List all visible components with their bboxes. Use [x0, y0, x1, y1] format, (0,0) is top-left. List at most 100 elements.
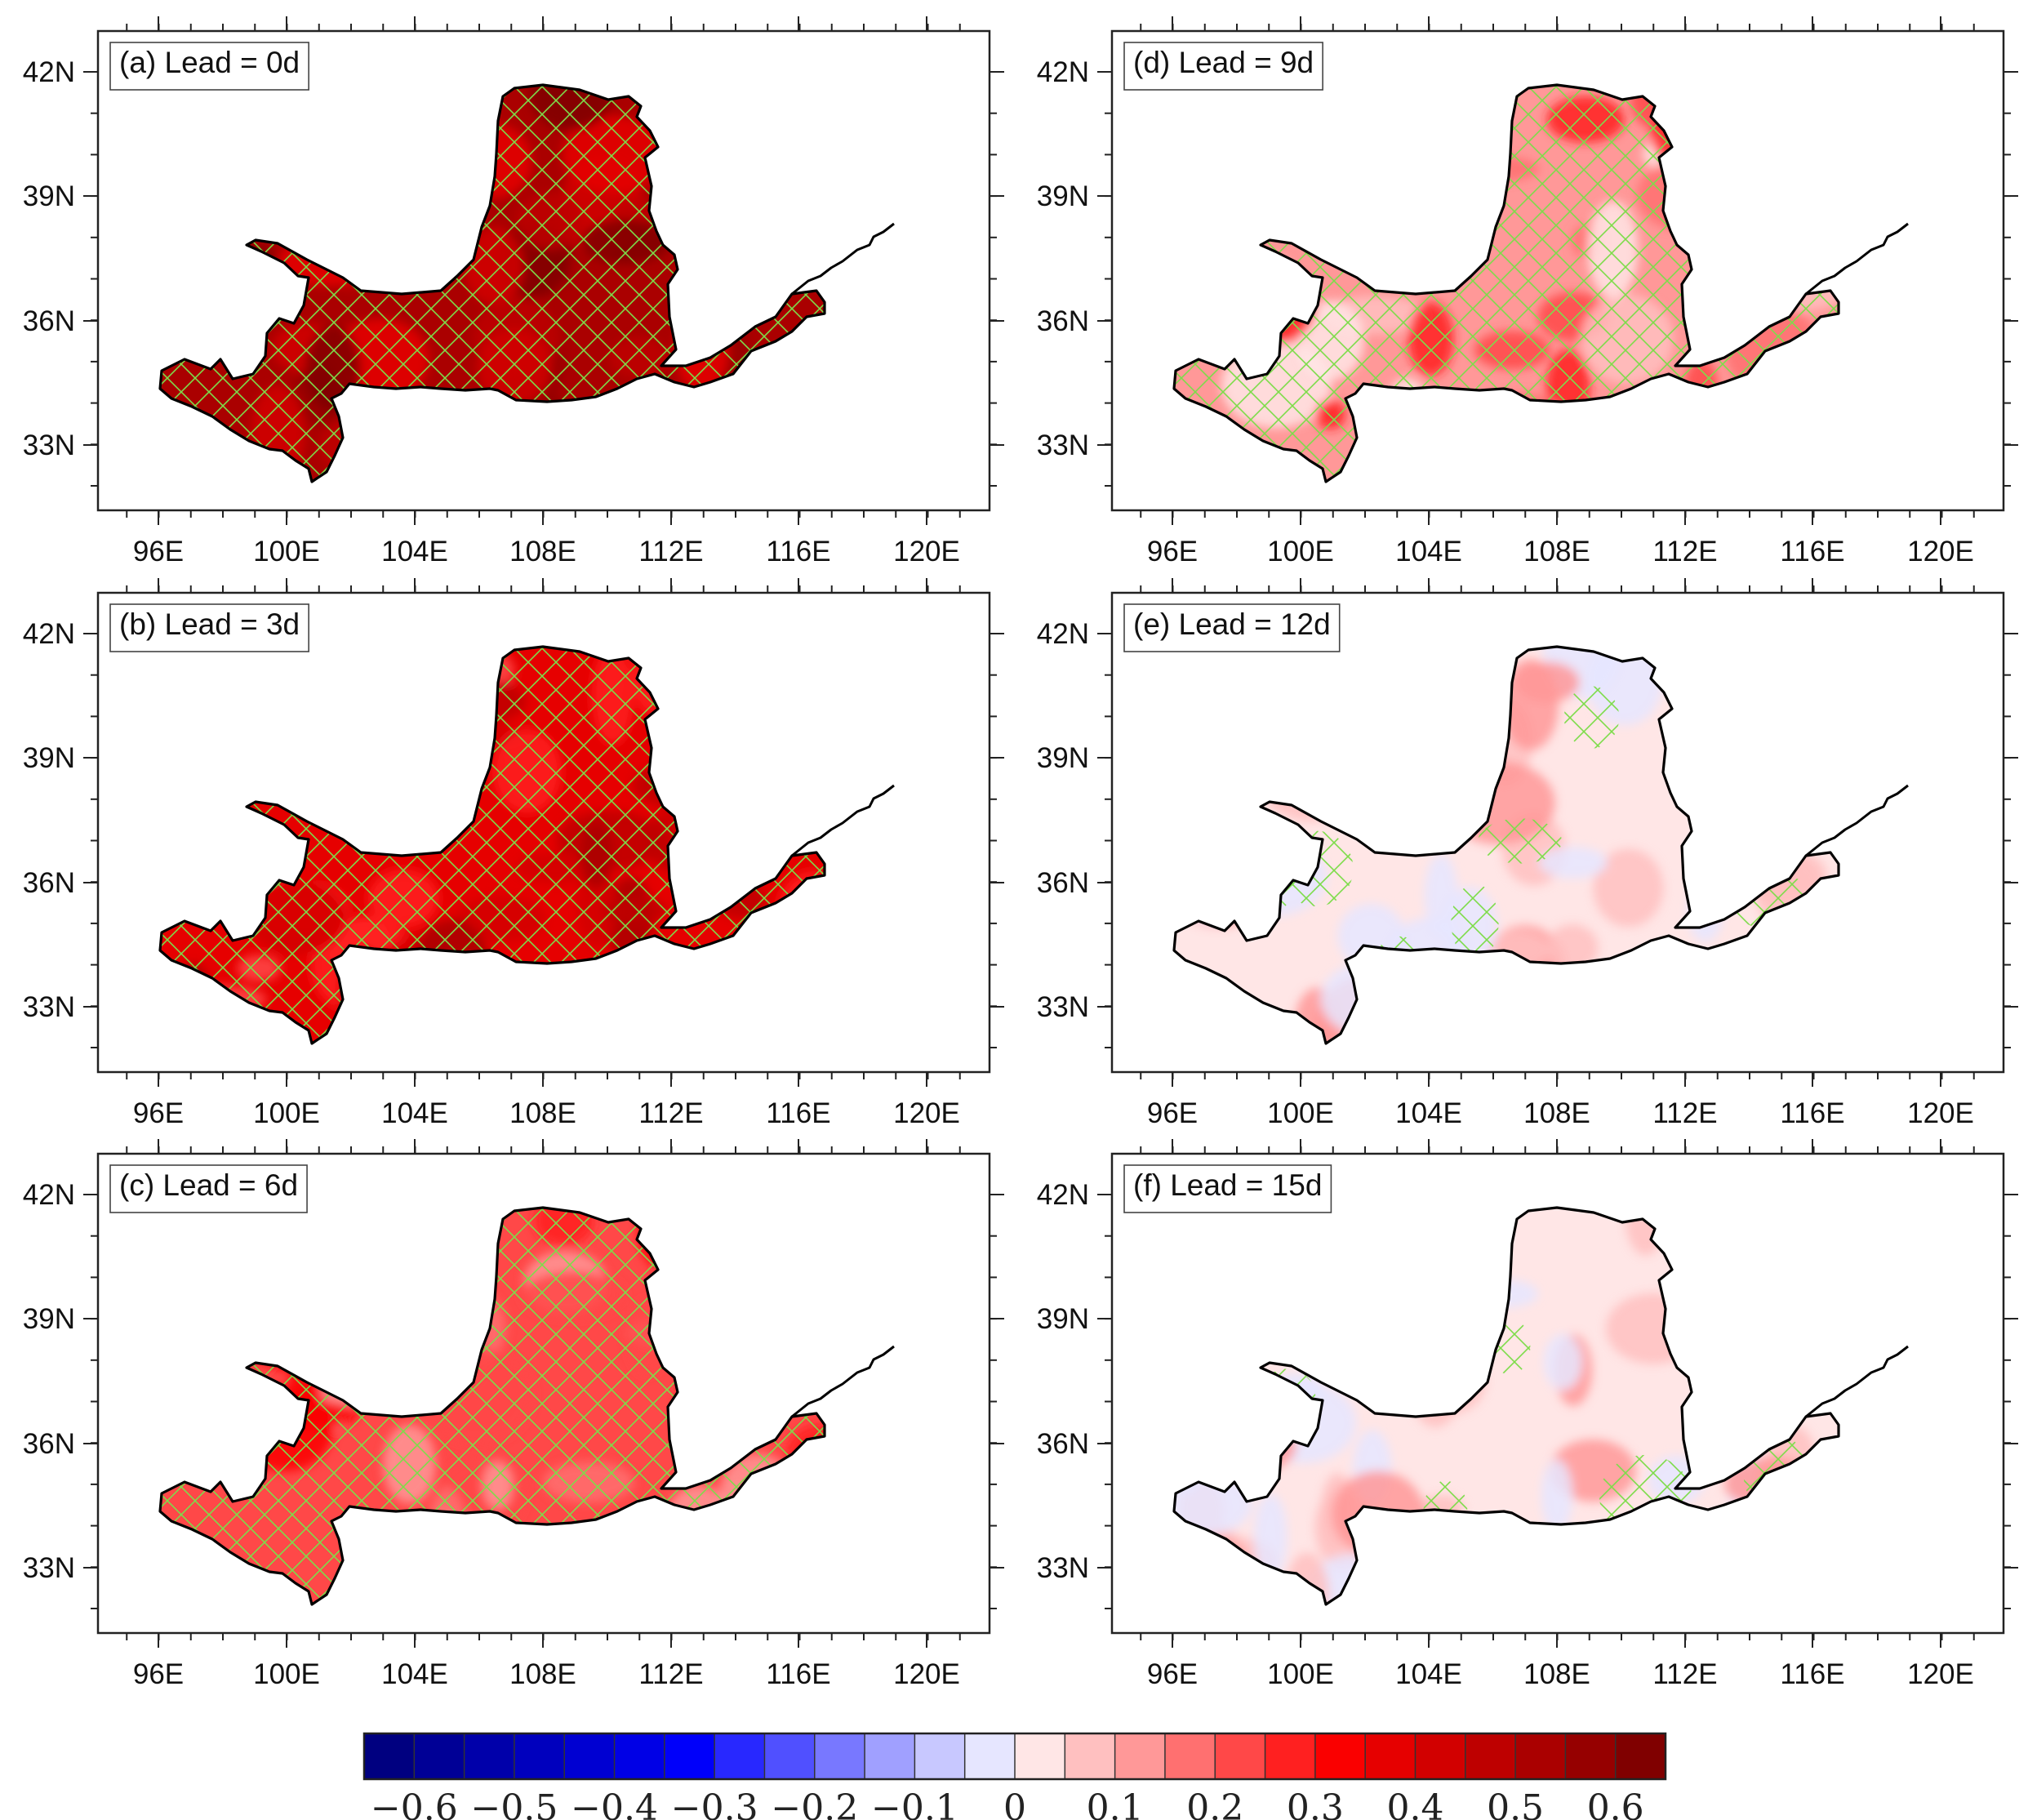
lon-tick-label: 108E	[1523, 1097, 1590, 1129]
svg-text:(e) Lead = 12d: (e) Lead = 12d	[1133, 607, 1331, 641]
significance-hatch	[1478, 818, 1563, 864]
panel-label: (f) Lead = 15d	[1123, 1164, 1332, 1213]
panel-label: (d) Lead = 9d	[1123, 42, 1323, 91]
lon-tick-label: 116E	[766, 1658, 830, 1690]
lon-tick-label: 100E	[1267, 1658, 1334, 1690]
lat-tick-label: 36N	[23, 305, 75, 337]
lat-tick-label: 39N	[23, 180, 75, 212]
river-channel	[1805, 1345, 1909, 1418]
map-panel-a: 42N 39N 36N 33N 96E 100E 104E 108E 112E 116E 120E (…	[23, 16, 1004, 567]
lon-tick-label: 120E	[1907, 1658, 1974, 1690]
lat-tick-label: 42N	[23, 1179, 75, 1211]
lat-tick-label: 36N	[23, 1428, 75, 1460]
lon-tick-label: 120E	[1907, 1097, 1974, 1129]
lon-tick-label: 112E	[1652, 1658, 1717, 1690]
lat-tick-label: 42N	[1037, 618, 1089, 650]
lat-tick-label: 36N	[1037, 1428, 1089, 1460]
lon-tick-label: 96E	[133, 536, 184, 567]
basin-outline	[158, 1206, 826, 1606]
lat-tick-label: 33N	[1037, 429, 1089, 461]
lat-tick-label: 42N	[1037, 56, 1089, 88]
colorbar-tick-label: 0.3	[1287, 1787, 1344, 1820]
lon-tick-label: 108E	[509, 1658, 576, 1690]
river-channel	[791, 784, 895, 857]
colorbar-swatch	[1615, 1733, 1666, 1779]
lon-tick-label: 120E	[1907, 536, 1974, 567]
map-panel-d: 42N 39N 36N 33N 96E 100E 104E 108E 112E 116E 120E (…	[1037, 16, 2018, 567]
lon-tick-label: 104E	[381, 1097, 448, 1129]
colorbar-swatch	[1465, 1733, 1516, 1779]
lon-tick-label: 108E	[1523, 536, 1590, 567]
lat-tick-label: 42N	[23, 618, 75, 650]
lat-tick-label: 36N	[1037, 867, 1089, 899]
lat-tick-label: 33N	[23, 429, 75, 461]
colorbar-swatch	[664, 1733, 715, 1779]
colorbar-swatch	[814, 1733, 865, 1779]
axis-ticks	[1097, 578, 2018, 1087]
colorbar-tick-label: 0.5	[1487, 1787, 1544, 1820]
colorbar-tick-label: −0.6	[371, 1787, 458, 1820]
significance-hatch	[1563, 686, 1620, 749]
lon-tick-label: 116E	[1780, 1097, 1844, 1129]
river-channel	[791, 222, 895, 296]
lon-tick-label: 104E	[1395, 1658, 1462, 1690]
panel-label: (e) Lead = 12d	[1123, 603, 1341, 652]
lon-tick-label: 96E	[133, 1658, 184, 1690]
svg-text:(d) Lead = 9d: (d) Lead = 9d	[1133, 46, 1314, 79]
colorbar-swatch	[714, 1733, 765, 1779]
lon-tick-label: 120E	[893, 536, 960, 567]
colorbar-swatch	[1114, 1733, 1166, 1779]
svg-text:(b) Lead = 3d: (b) Lead = 3d	[119, 607, 300, 641]
lon-tick-label: 116E	[1780, 1658, 1844, 1690]
lon-tick-label: 96E	[1147, 1658, 1198, 1690]
svg-text:(a) Lead = 0d: (a) Lead = 0d	[119, 46, 300, 79]
colorbar-swatch	[1314, 1733, 1366, 1779]
river-channel	[791, 1345, 895, 1418]
map-panel-f: 42N 39N 36N 33N 96E 100E 104E 108E 112E 116E 120E (…	[1037, 1139, 2018, 1690]
colorbar-tick-label: −0.2	[771, 1787, 858, 1820]
lat-tick-label: 33N	[23, 1552, 75, 1584]
colorbar-swatch	[414, 1733, 465, 1779]
colorbar-swatch	[514, 1733, 565, 1779]
colorbar-swatch	[564, 1733, 616, 1779]
colorbar-tick-label: 0.4	[1386, 1787, 1443, 1820]
lon-tick-label: 100E	[253, 1658, 320, 1690]
lon-tick-label: 112E	[1652, 1097, 1717, 1129]
lon-tick-label: 112E	[638, 536, 703, 567]
colorbar-tick-label: −0.4	[571, 1787, 658, 1820]
axis-ticks	[83, 16, 1004, 525]
lon-tick-label: 120E	[893, 1658, 960, 1690]
svg-text:(c) Lead = 6d: (c) Lead = 6d	[119, 1168, 298, 1202]
panel-label: (b) Lead = 3d	[109, 603, 309, 652]
colorbar-swatch	[364, 1733, 415, 1779]
lon-tick-label: 112E	[638, 1097, 703, 1129]
lon-tick-label: 96E	[133, 1097, 184, 1129]
lon-tick-label: 96E	[1147, 536, 1198, 567]
lon-tick-label: 96E	[1147, 1097, 1198, 1129]
svg-text:(f) Lead = 15d: (f) Lead = 15d	[1133, 1168, 1322, 1202]
colorbar-swatch	[914, 1733, 966, 1779]
lon-tick-label: 100E	[1267, 536, 1334, 567]
lon-tick-label: 116E	[766, 1097, 830, 1129]
basin-outline	[158, 83, 826, 483]
basin-outline	[1172, 83, 1840, 483]
axis-ticks	[1097, 1139, 2018, 1648]
panel-label: (c) Lead = 6d	[109, 1164, 308, 1213]
colorbar-swatch	[1265, 1733, 1316, 1779]
basin-outline	[158, 645, 826, 1045]
lat-tick-label: 39N	[1037, 180, 1089, 212]
lon-tick-label: 104E	[1395, 536, 1462, 567]
river-channel	[1805, 222, 1909, 296]
lat-tick-label: 39N	[23, 1303, 75, 1335]
colorbar-swatch	[964, 1733, 1016, 1779]
river-channel	[1805, 784, 1909, 857]
colorbar-swatch	[764, 1733, 816, 1779]
lat-tick-label: 39N	[1037, 1303, 1089, 1335]
colorbar-swatch	[614, 1733, 665, 1779]
colorbar-swatch	[1415, 1733, 1466, 1779]
lon-tick-label: 100E	[253, 1097, 320, 1129]
colorbar-tick-label: 0.6	[1587, 1787, 1644, 1820]
colorbar-tick-label: −0.3	[671, 1787, 758, 1820]
lat-tick-label: 42N	[23, 56, 75, 88]
